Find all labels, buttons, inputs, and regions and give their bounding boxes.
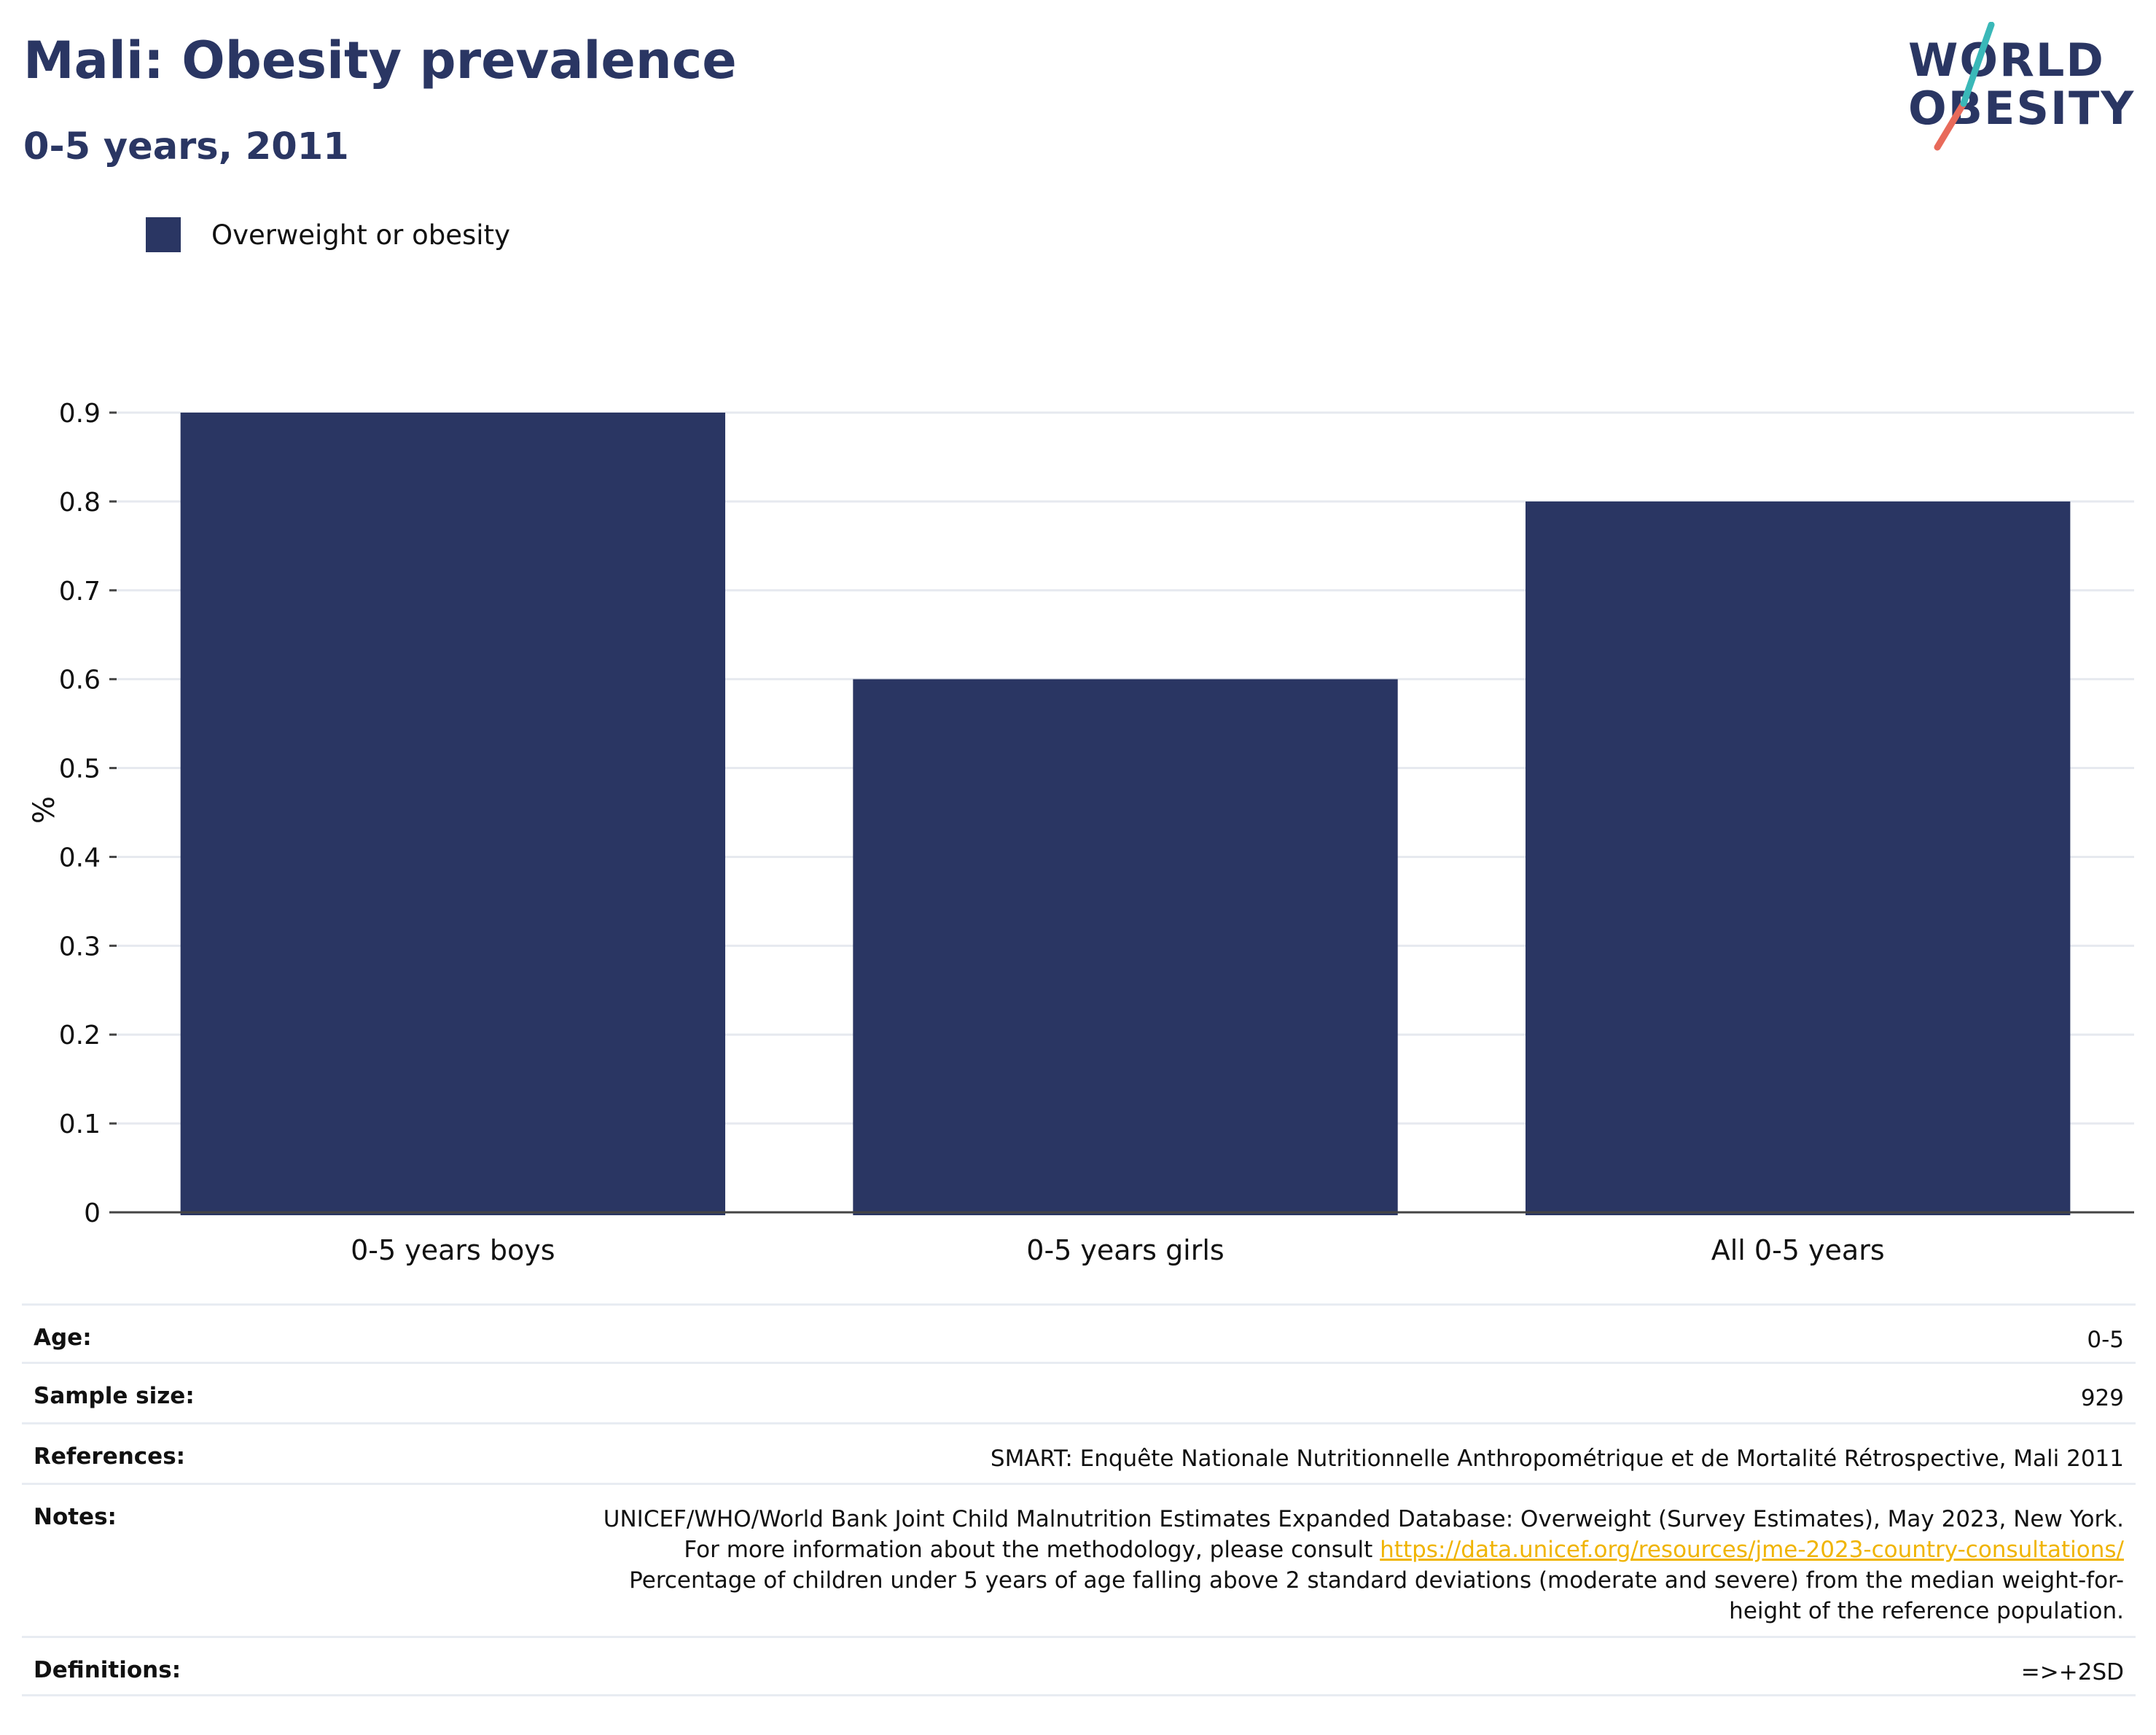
- y-tick-label: 0.6: [59, 666, 101, 695]
- x-tick-label: All 0-5 years: [1711, 1234, 1885, 1266]
- y-tick-label: 0.8: [59, 488, 101, 518]
- references-value: SMART: Enquête Nationale Nutritionnelle …: [990, 1446, 2124, 1472]
- y-tick-label: 0: [84, 1198, 101, 1228]
- notes-value: UNICEF/WHO/World Bank Joint Child Malnut…: [579, 1485, 2124, 1636]
- y-tick-label: 0.2: [59, 1021, 101, 1050]
- methodology-link[interactable]: https://data.unicef.org/resources/jme-20…: [1380, 1537, 2124, 1563]
- chart-title: Mali: Obesity prevalence: [23, 31, 737, 90]
- y-tick-label: 0.4: [59, 843, 101, 873]
- logo-line2: OBESITY: [1908, 82, 2136, 135]
- y-tick-label: 0.1: [59, 1110, 101, 1139]
- y-tick-label: 0.9: [59, 399, 101, 429]
- info-row-definitions: Definitions: =>+2SD: [22, 1636, 2136, 1696]
- bar: [180, 413, 726, 1215]
- info-row-sample: Sample size: 929: [22, 1362, 2136, 1422]
- definitions-label: Definitions:: [34, 1657, 181, 1683]
- info-row-references: References: SMART: Enquête Nationale Nut…: [22, 1422, 2136, 1483]
- logo-slash-icon: [1934, 22, 1995, 151]
- sample-size-label: Sample size:: [34, 1383, 195, 1409]
- y-tick-label: 0.3: [59, 932, 101, 962]
- info-table: Age: 0-5 Sample size: 929 References: SM…: [22, 1303, 2136, 1696]
- notes-definition-text: Percentage of children under 5 years of …: [629, 1567, 2124, 1624]
- info-row-notes: Notes: UNICEF/WHO/World Bank Joint Child…: [22, 1483, 2136, 1636]
- bar: [853, 679, 1398, 1215]
- references-label: References:: [34, 1443, 186, 1470]
- info-row-age: Age: 0-5: [22, 1303, 2136, 1362]
- bar-chart: 0 0.1 0.2 0.3 0.4 0.5 0.6 0.7 0.8 0.9 0-5 years bo…: [59, 399, 2134, 1266]
- y-tick-label: 0.7: [59, 577, 101, 607]
- notes-label: Notes:: [34, 1504, 117, 1530]
- legend-label: Overweight or obesity: [211, 219, 510, 251]
- notes-text: UNICEF/WHO/World Bank Joint Child Malnut…: [603, 1506, 2124, 1563]
- y-tick-label: 0.5: [59, 755, 101, 784]
- world-obesity-logo[interactable]: WORLD OBESITY: [1902, 22, 2143, 153]
- logo-line1: WORLD: [1908, 34, 2105, 87]
- age-label: Age:: [34, 1325, 92, 1351]
- definitions-value: =>+2SD: [2020, 1659, 2124, 1685]
- bar: [1525, 501, 2071, 1215]
- sample-size-value: 929: [2080, 1385, 2124, 1411]
- age-value: 0-5: [2087, 1327, 2124, 1353]
- legend-swatch: [146, 217, 181, 252]
- chart-legend: Overweight or obesity: [146, 217, 510, 252]
- x-tick-label: 0-5 years girls: [1026, 1234, 1224, 1266]
- chart-subtitle: 0-5 years, 2011: [23, 125, 349, 168]
- x-tick-label: 0-5 years boys: [351, 1234, 555, 1266]
